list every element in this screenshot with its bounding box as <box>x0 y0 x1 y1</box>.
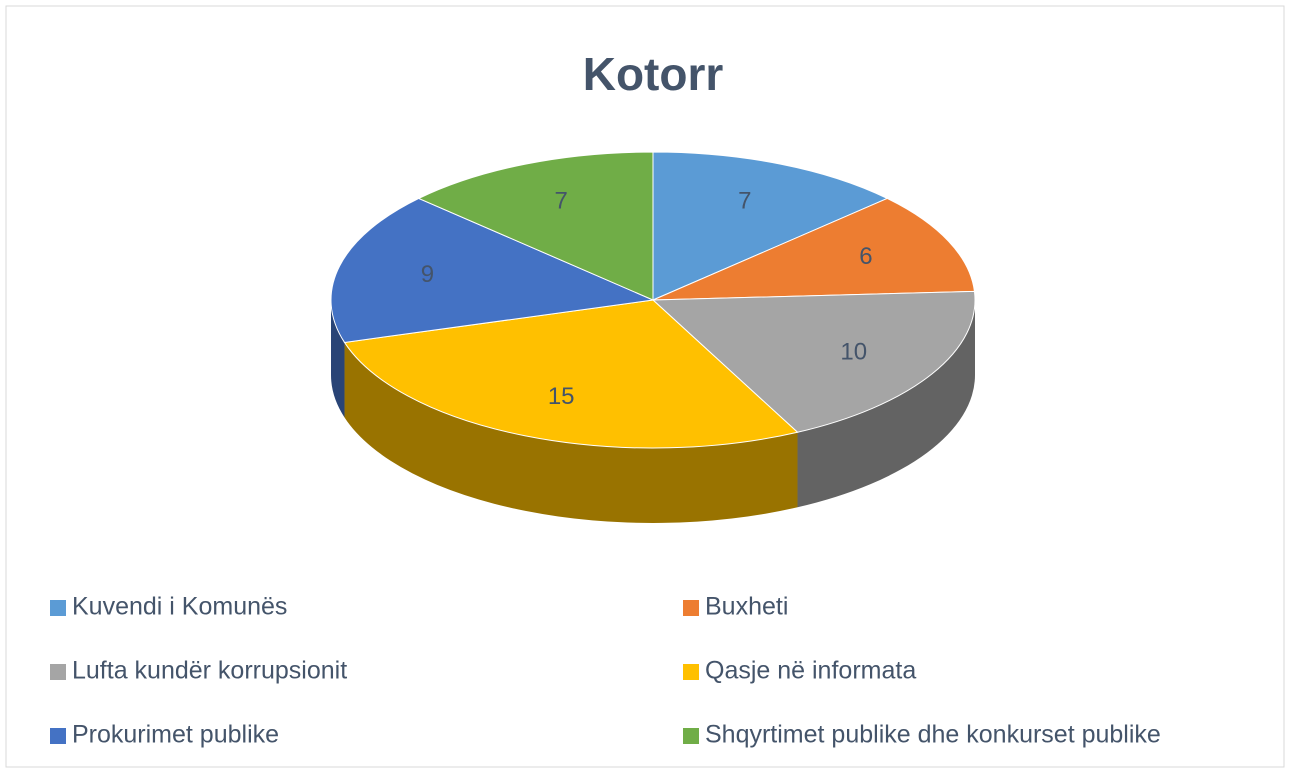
data-label: 10 <box>840 339 867 366</box>
pie-side <box>331 300 345 418</box>
pie-slice <box>343 299 799 449</box>
chart-title: Kotorr <box>583 48 724 100</box>
legend-label: Kuvendi i Komunës <box>72 593 287 621</box>
pie-side <box>797 300 975 508</box>
data-label: 9 <box>421 261 434 288</box>
legend-label: Shqyrtimet publike dhe konkurset publike <box>705 721 1161 749</box>
data-label: 6 <box>859 243 872 270</box>
data-label: 7 <box>554 187 567 214</box>
pie-slice <box>330 197 655 343</box>
legend-label: Buxheti <box>705 593 788 621</box>
legend-swatch <box>50 728 66 744</box>
legend-swatch <box>683 664 699 680</box>
pie-slice <box>652 197 976 301</box>
legend-label: Prokurimet publike <box>72 721 279 749</box>
legend-swatch <box>50 664 66 680</box>
legend-label: Qasje në informata <box>705 657 916 685</box>
legend-swatch <box>683 600 699 616</box>
pie-slice <box>651 290 976 433</box>
pie-side <box>344 342 798 523</box>
pie-slice <box>417 151 654 301</box>
legend-swatch <box>50 600 66 616</box>
data-label: 15 <box>548 383 575 410</box>
pie-slice <box>652 151 889 301</box>
legend-swatch <box>683 728 699 744</box>
legend-label: Lufta kundër korrupsionit <box>72 657 347 685</box>
data-label: 7 <box>738 187 751 214</box>
